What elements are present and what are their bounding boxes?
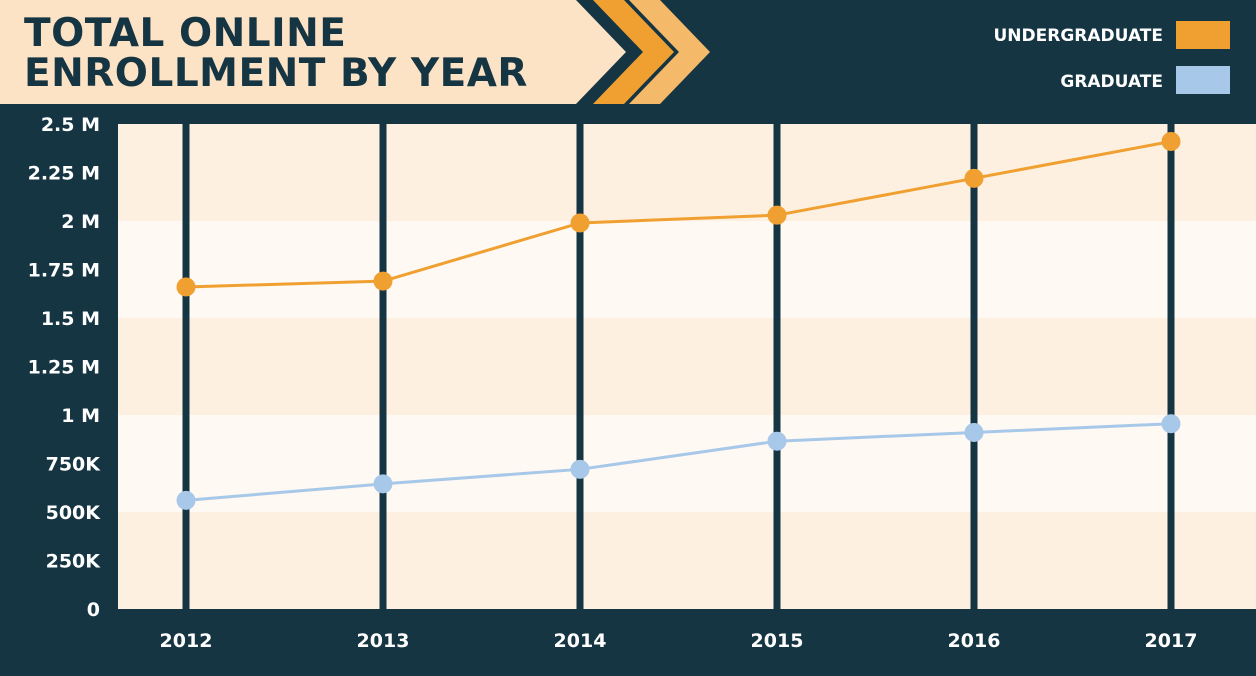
y-axis-ticks: 0 250K 500K 750K 1 M 1.25 M 1.5 M 1.75 M 2 M 2.25…	[28, 114, 102, 621]
y-tick-label: 750K	[46, 454, 102, 476]
y-tick-label: 500K	[46, 502, 102, 524]
plot-band	[118, 221, 1256, 318]
data-point-undergraduate	[176, 277, 196, 297]
legend-swatch-undergraduate	[1176, 21, 1230, 49]
y-tick-label: 1.75 M	[28, 260, 100, 282]
data-point-undergraduate	[767, 205, 787, 225]
series-layer	[176, 131, 1181, 510]
y-tick-label: 0	[87, 599, 100, 621]
legend-swatch-graduate	[1176, 66, 1230, 94]
x-tick-label: 2014	[554, 630, 607, 652]
chart-title-line-2: ENROLLMENT BY YEAR	[24, 51, 528, 96]
data-point-graduate	[767, 431, 787, 451]
legend-label-undergraduate: UNDERGRADUATE	[994, 26, 1164, 46]
data-point-graduate	[373, 474, 393, 494]
legend: UNDERGRADUATE GRADUATE	[994, 21, 1230, 94]
chart-title-line-1: TOTAL ONLINE	[24, 11, 346, 56]
title-banner	[0, 0, 626, 104]
series-line-graduate	[185, 422, 1172, 502]
x-tick-label: 2012	[160, 630, 213, 652]
y-tick-label: 1.5 M	[41, 308, 100, 330]
y-tick-label: 2 M	[61, 211, 100, 233]
data-point-undergraduate	[570, 213, 590, 233]
plot-band	[118, 415, 1256, 512]
x-tick-label: 2013	[357, 630, 410, 652]
plot-bands	[118, 124, 1256, 609]
y-tick-label: 2.5 M	[41, 114, 100, 136]
data-point-undergraduate	[964, 168, 984, 188]
series-line-undergraduate	[185, 139, 1172, 289]
data-point-graduate	[570, 459, 590, 479]
data-point-undergraduate	[373, 271, 393, 291]
y-tick-label: 2.25 M	[28, 163, 100, 185]
y-tick-label: 250K	[46, 551, 102, 573]
y-tick-label: 1.25 M	[28, 357, 100, 379]
banner-chevron-light	[629, 0, 710, 104]
data-point-undergraduate	[1161, 131, 1181, 151]
data-point-graduate	[176, 490, 196, 510]
y-tick-label: 1 M	[61, 405, 100, 427]
x-tick-label: 2015	[751, 630, 804, 652]
plot-band	[118, 318, 1256, 415]
plot-band	[118, 512, 1256, 609]
plot-band	[118, 124, 1256, 221]
legend-label-graduate: GRADUATE	[1060, 72, 1163, 92]
vertical-gridlines	[182, 124, 1175, 609]
x-tick-label: 2017	[1145, 630, 1198, 652]
data-point-graduate	[964, 422, 984, 442]
x-axis-ticks: 2012 2013 2014 2015 2016 2017	[160, 630, 1198, 652]
data-point-graduate	[1161, 414, 1181, 434]
x-tick-label: 2016	[948, 630, 1001, 652]
banner-chevron-dark	[593, 0, 674, 104]
